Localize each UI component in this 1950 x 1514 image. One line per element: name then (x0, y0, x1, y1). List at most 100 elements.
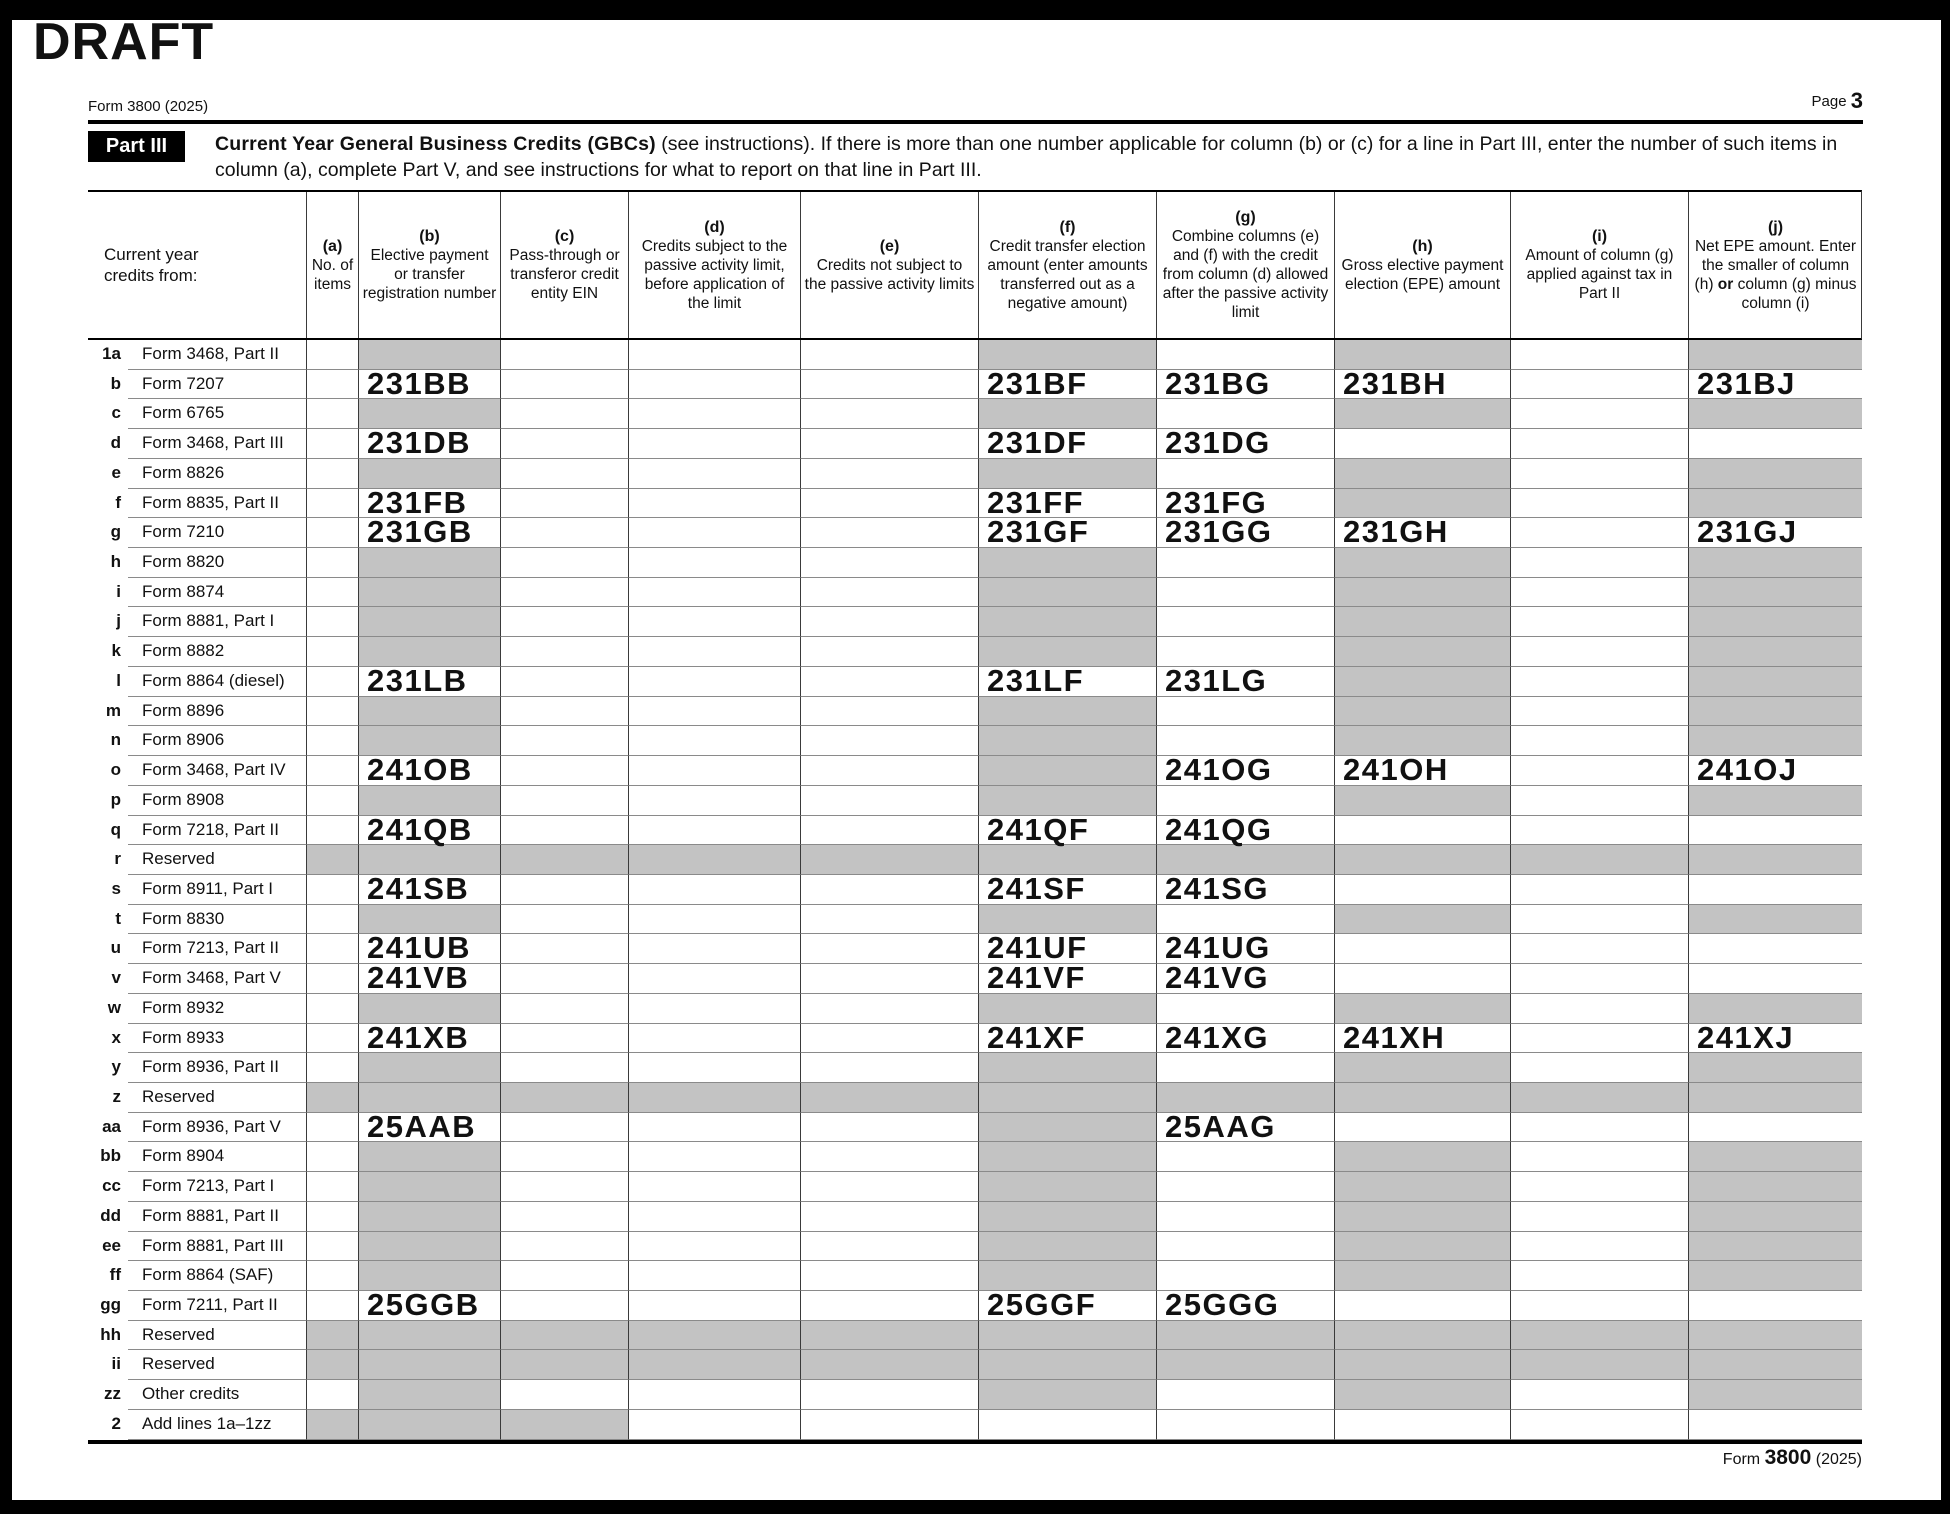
cell-ff-d[interactable] (628, 1261, 800, 1291)
cell-e-d[interactable] (628, 458, 800, 489)
cell-dd-d[interactable] (628, 1201, 800, 1232)
cell-h-g[interactable] (1156, 548, 1334, 578)
cell-ff-e[interactable] (800, 1261, 978, 1291)
cell-h-a[interactable] (306, 548, 358, 578)
cell-p-g[interactable] (1156, 785, 1334, 816)
cell-bb-g[interactable] (1156, 1142, 1334, 1173)
cell-x-e[interactable] (800, 1023, 978, 1054)
cell-x-b[interactable]: 241XB (358, 1022, 500, 1054)
cell-x-h[interactable]: 241XH (1334, 1022, 1510, 1054)
cell-ff-g[interactable] (1156, 1261, 1334, 1291)
cell-e-a[interactable] (306, 458, 358, 489)
cell-b-h[interactable]: 231BH (1334, 368, 1510, 400)
cell-o-c[interactable] (500, 756, 628, 786)
cell-p-d[interactable] (628, 785, 800, 816)
cell-b-i[interactable] (1510, 369, 1688, 400)
cell-h-d[interactable] (628, 548, 800, 578)
cell-gg-c[interactable] (500, 1291, 628, 1321)
cell-i-i[interactable] (1510, 577, 1688, 608)
cell-y-g[interactable] (1156, 1053, 1334, 1083)
cell-zz-d[interactable] (628, 1380, 800, 1410)
cell-g-e[interactable] (800, 518, 978, 549)
cell-u-j[interactable] (1688, 934, 1862, 965)
cell-cc-i[interactable] (1510, 1172, 1688, 1202)
cell-k-a[interactable] (306, 637, 358, 667)
cell-1a-g[interactable] (1156, 340, 1334, 370)
cell-u-c[interactable] (500, 934, 628, 965)
cell-t-d[interactable] (628, 904, 800, 935)
cell-s-f[interactable]: 241SF (978, 873, 1156, 905)
cell-o-e[interactable] (800, 756, 978, 786)
cell-dd-c[interactable] (500, 1201, 628, 1232)
cell-u-i[interactable] (1510, 934, 1688, 965)
cell-l-c[interactable] (500, 666, 628, 697)
cell-u-h[interactable] (1334, 934, 1510, 965)
cell-y-i[interactable] (1510, 1053, 1688, 1083)
cell-aa-h[interactable] (1334, 1112, 1510, 1143)
cell-n-c[interactable] (500, 726, 628, 757)
cell-v-i[interactable] (1510, 964, 1688, 994)
cell-x-f[interactable]: 241XF (978, 1022, 1156, 1054)
cell-k-e[interactable] (800, 637, 978, 667)
cell-1a-a[interactable] (306, 340, 358, 370)
cell-gg-j[interactable] (1688, 1291, 1862, 1321)
cell-x-g[interactable]: 241XG (1156, 1022, 1334, 1054)
cell-l-a[interactable] (306, 666, 358, 697)
cell-m-d[interactable] (628, 696, 800, 727)
cell-d-a[interactable] (306, 429, 358, 459)
cell-k-i[interactable] (1510, 637, 1688, 667)
cell-ff-c[interactable] (500, 1261, 628, 1291)
cell-l-d[interactable] (628, 666, 800, 697)
cell-p-a[interactable] (306, 785, 358, 816)
cell-g-h[interactable]: 231GH (1334, 516, 1510, 549)
cell-s-h[interactable] (1334, 874, 1510, 905)
cell-aa-e[interactable] (800, 1112, 978, 1143)
cell-d-d[interactable] (628, 429, 800, 459)
cell-h-i[interactable] (1510, 548, 1688, 578)
cell-y-d[interactable] (628, 1053, 800, 1083)
cell-x-c[interactable] (500, 1023, 628, 1054)
cell-cc-g[interactable] (1156, 1172, 1334, 1202)
cell-zz-g[interactable] (1156, 1380, 1334, 1410)
cell-aa-i[interactable] (1510, 1112, 1688, 1143)
cell-s-e[interactable] (800, 874, 978, 905)
cell-s-a[interactable] (306, 874, 358, 905)
cell-v-a[interactable] (306, 964, 358, 994)
cell-m-g[interactable] (1156, 696, 1334, 727)
cell-bb-d[interactable] (628, 1142, 800, 1173)
cell-p-c[interactable] (500, 785, 628, 816)
cell-n-g[interactable] (1156, 726, 1334, 757)
cell-j-d[interactable] (628, 607, 800, 638)
cell-f-e[interactable] (800, 488, 978, 519)
cell-c-e[interactable] (800, 399, 978, 430)
cell-b-e[interactable] (800, 369, 978, 400)
cell-w-i[interactable] (1510, 993, 1688, 1024)
cell-v-f[interactable]: 241VF (978, 962, 1156, 994)
cell-o-i[interactable] (1510, 756, 1688, 786)
cell-s-g[interactable]: 241SG (1156, 873, 1334, 905)
cell-j-c[interactable] (500, 607, 628, 638)
cell-aa-a[interactable] (306, 1112, 358, 1143)
cell-q-d[interactable] (628, 815, 800, 846)
cell-p-i[interactable] (1510, 785, 1688, 816)
cell-bb-a[interactable] (306, 1142, 358, 1173)
cell-x-j[interactable]: 241XJ (1688, 1022, 1862, 1054)
cell-b-f[interactable]: 231BF (978, 368, 1156, 400)
cell-u-a[interactable] (306, 934, 358, 965)
cell-q-h[interactable] (1334, 815, 1510, 846)
cell-s-i[interactable] (1510, 874, 1688, 905)
cell-1a-c[interactable] (500, 340, 628, 370)
cell-t-g[interactable] (1156, 904, 1334, 935)
cell-u-e[interactable] (800, 934, 978, 965)
cell-v-g[interactable]: 241VG (1156, 962, 1334, 994)
cell-o-d[interactable] (628, 756, 800, 786)
cell-2-e[interactable] (800, 1409, 978, 1440)
cell-h-c[interactable] (500, 548, 628, 578)
cell-u-b[interactable]: 241UB (358, 932, 500, 965)
cell-s-d[interactable] (628, 874, 800, 905)
cell-v-c[interactable] (500, 964, 628, 994)
cell-n-a[interactable] (306, 726, 358, 757)
cell-k-g[interactable] (1156, 637, 1334, 667)
cell-m-c[interactable] (500, 696, 628, 727)
cell-e-e[interactable] (800, 458, 978, 489)
